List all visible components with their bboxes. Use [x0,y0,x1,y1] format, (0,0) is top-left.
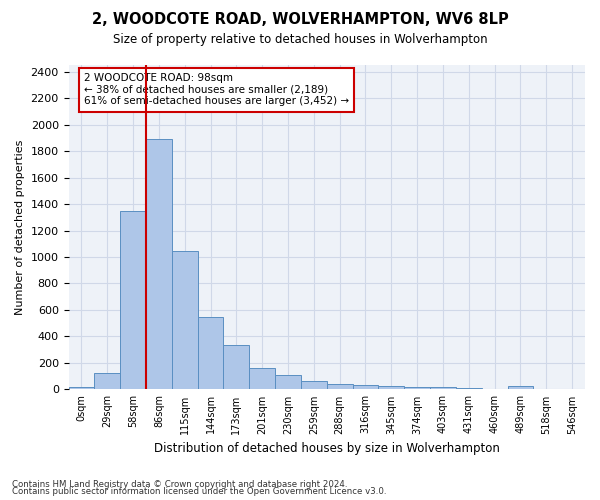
Bar [249,368,275,390]
Bar [430,388,456,390]
Bar [508,386,533,390]
Text: 2 WOODCOTE ROAD: 98sqm
← 38% of detached houses are smaller (2,189)
61% of semi-: 2 WOODCOTE ROAD: 98sqm ← 38% of detached… [84,73,349,106]
Bar [120,212,146,390]
Bar [327,384,353,390]
Bar [353,386,379,390]
Y-axis label: Number of detached properties: Number of detached properties [15,140,25,315]
Text: Size of property relative to detached houses in Wolverhampton: Size of property relative to detached ho… [113,32,487,46]
Bar [275,375,301,390]
Bar [172,251,197,390]
Bar [146,139,172,390]
Bar [68,388,94,390]
Bar [404,387,430,390]
Text: 2, WOODCOTE ROAD, WOLVERHAMPTON, WV6 8LP: 2, WOODCOTE ROAD, WOLVERHAMPTON, WV6 8LP [92,12,508,28]
Text: Contains HM Land Registry data © Crown copyright and database right 2024.: Contains HM Land Registry data © Crown c… [12,480,347,489]
Text: Contains public sector information licensed under the Open Government Licence v3: Contains public sector information licen… [12,487,386,496]
Bar [559,389,585,390]
Bar [456,388,482,390]
Bar [301,381,327,390]
Bar [379,386,404,390]
Bar [482,389,508,390]
X-axis label: Distribution of detached houses by size in Wolverhampton: Distribution of detached houses by size … [154,442,500,455]
Bar [197,318,223,390]
Bar [223,345,249,390]
Bar [533,389,559,390]
Bar [94,373,120,390]
